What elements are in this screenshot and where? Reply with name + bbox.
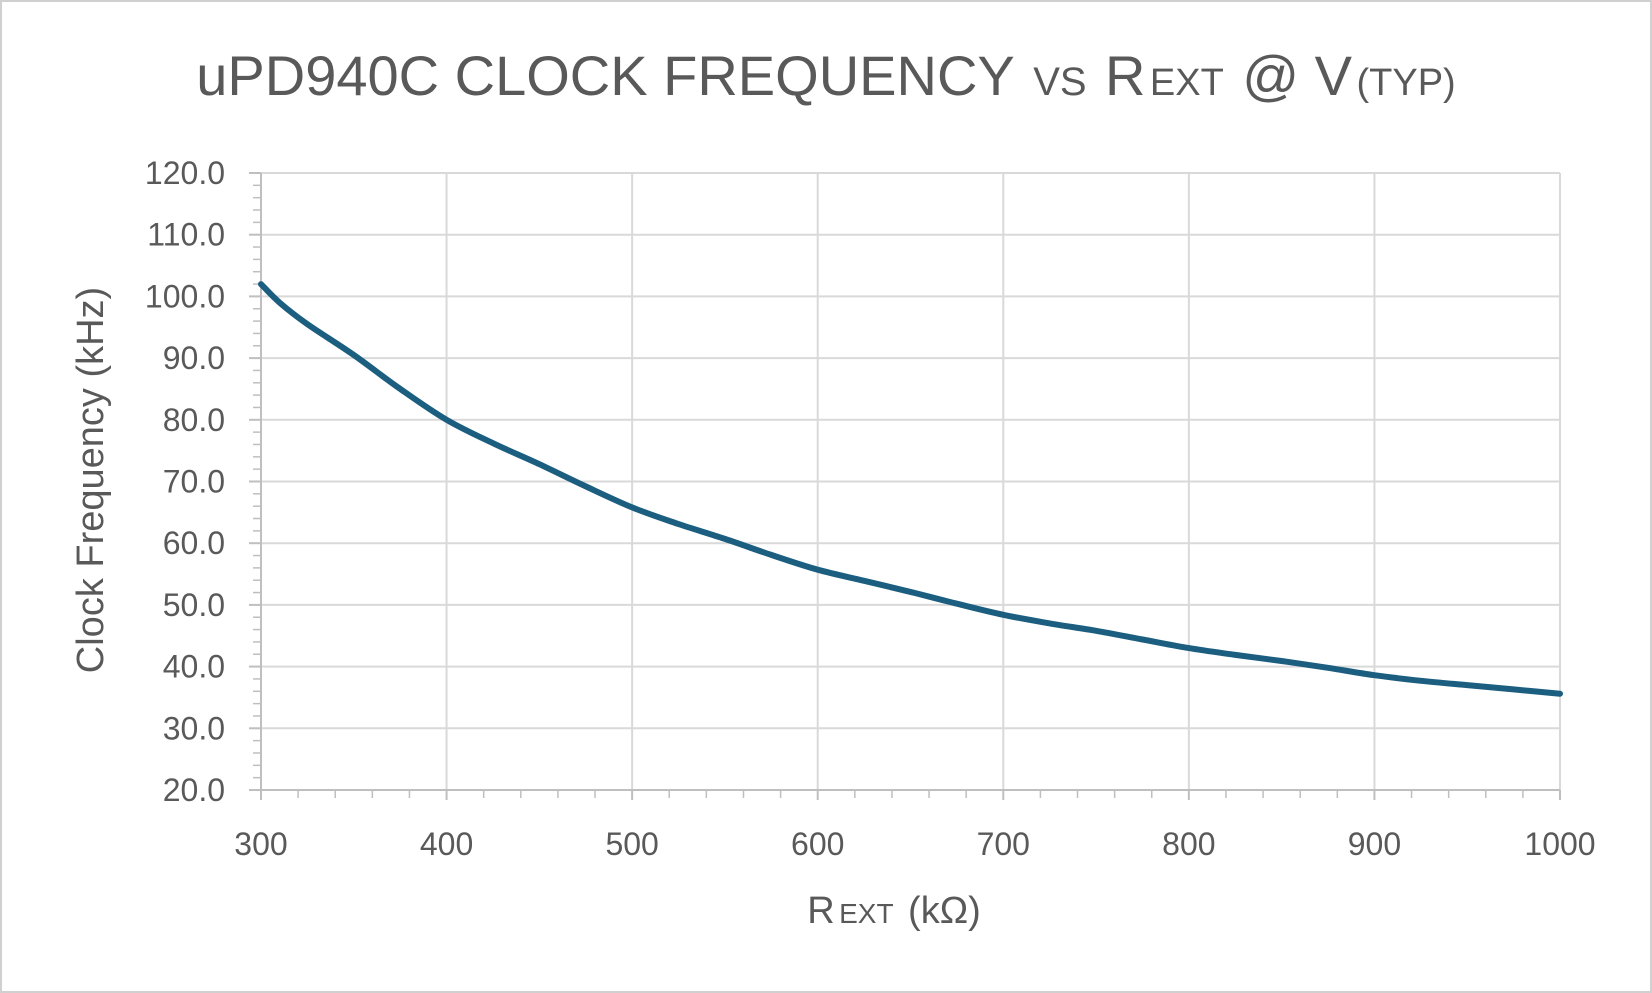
- chart-title: uPD940C CLOCK FREQUENCY VS R EXT @ V (TY…: [196, 44, 1455, 107]
- y-tick-label: 70.0: [163, 464, 225, 500]
- x-axis-title-r: R: [807, 890, 834, 932]
- x-tick-label: 1000: [1524, 826, 1595, 862]
- chart-title-typ: (TYP): [1356, 62, 1455, 104]
- chart-title-r: R: [1105, 44, 1145, 107]
- chart-title-vs: VS: [1033, 60, 1086, 104]
- x-tick-label: 300: [234, 826, 287, 862]
- y-tick-label: 50.0: [163, 587, 225, 623]
- y-tick-label: 30.0: [163, 710, 225, 746]
- x-tick-label: 900: [1348, 826, 1401, 862]
- y-tick-label: 110.0: [147, 217, 225, 253]
- chart-title-main: uPD940C CLOCK FREQUENCY: [196, 44, 1014, 107]
- y-tick-label: 120.0: [145, 155, 225, 191]
- x-tick-label: 500: [605, 826, 658, 862]
- x-tick-label: 600: [791, 826, 844, 862]
- y-tick-label: 100.0: [145, 278, 225, 314]
- series-layer: [258, 281, 1563, 697]
- y-tick-label: 80.0: [163, 402, 225, 438]
- y-tick-label: 90.0: [163, 340, 225, 376]
- tick-labels: 20.0 30.0 40.0 50.0 60.0 70.0 80.0 90.0 100.0 110…: [145, 155, 1596, 862]
- y-tick-label: 40.0: [163, 649, 225, 685]
- x-tick-label: 400: [420, 826, 473, 862]
- x-tick-label: 700: [977, 826, 1030, 862]
- chart-title-at: @ V: [1242, 44, 1352, 107]
- y-tick-label: 60.0: [163, 525, 225, 561]
- y-tick-label: 20.0: [163, 772, 225, 808]
- x-axis-title-ext: EXT: [839, 898, 893, 929]
- x-tick-label: 800: [1162, 826, 1215, 862]
- minor-ticks: [253, 184, 1524, 798]
- axes: [249, 172, 1561, 800]
- chart-title-ext: EXT: [1150, 62, 1224, 104]
- y-axis-title: Clock Frequency (kHz): [70, 287, 112, 673]
- series-line: [258, 281, 1563, 697]
- x-axis-title: R EXT (kΩ): [807, 890, 981, 932]
- grid-lines: [261, 172, 1561, 790]
- x-axis-title-unit: (kΩ): [908, 890, 981, 932]
